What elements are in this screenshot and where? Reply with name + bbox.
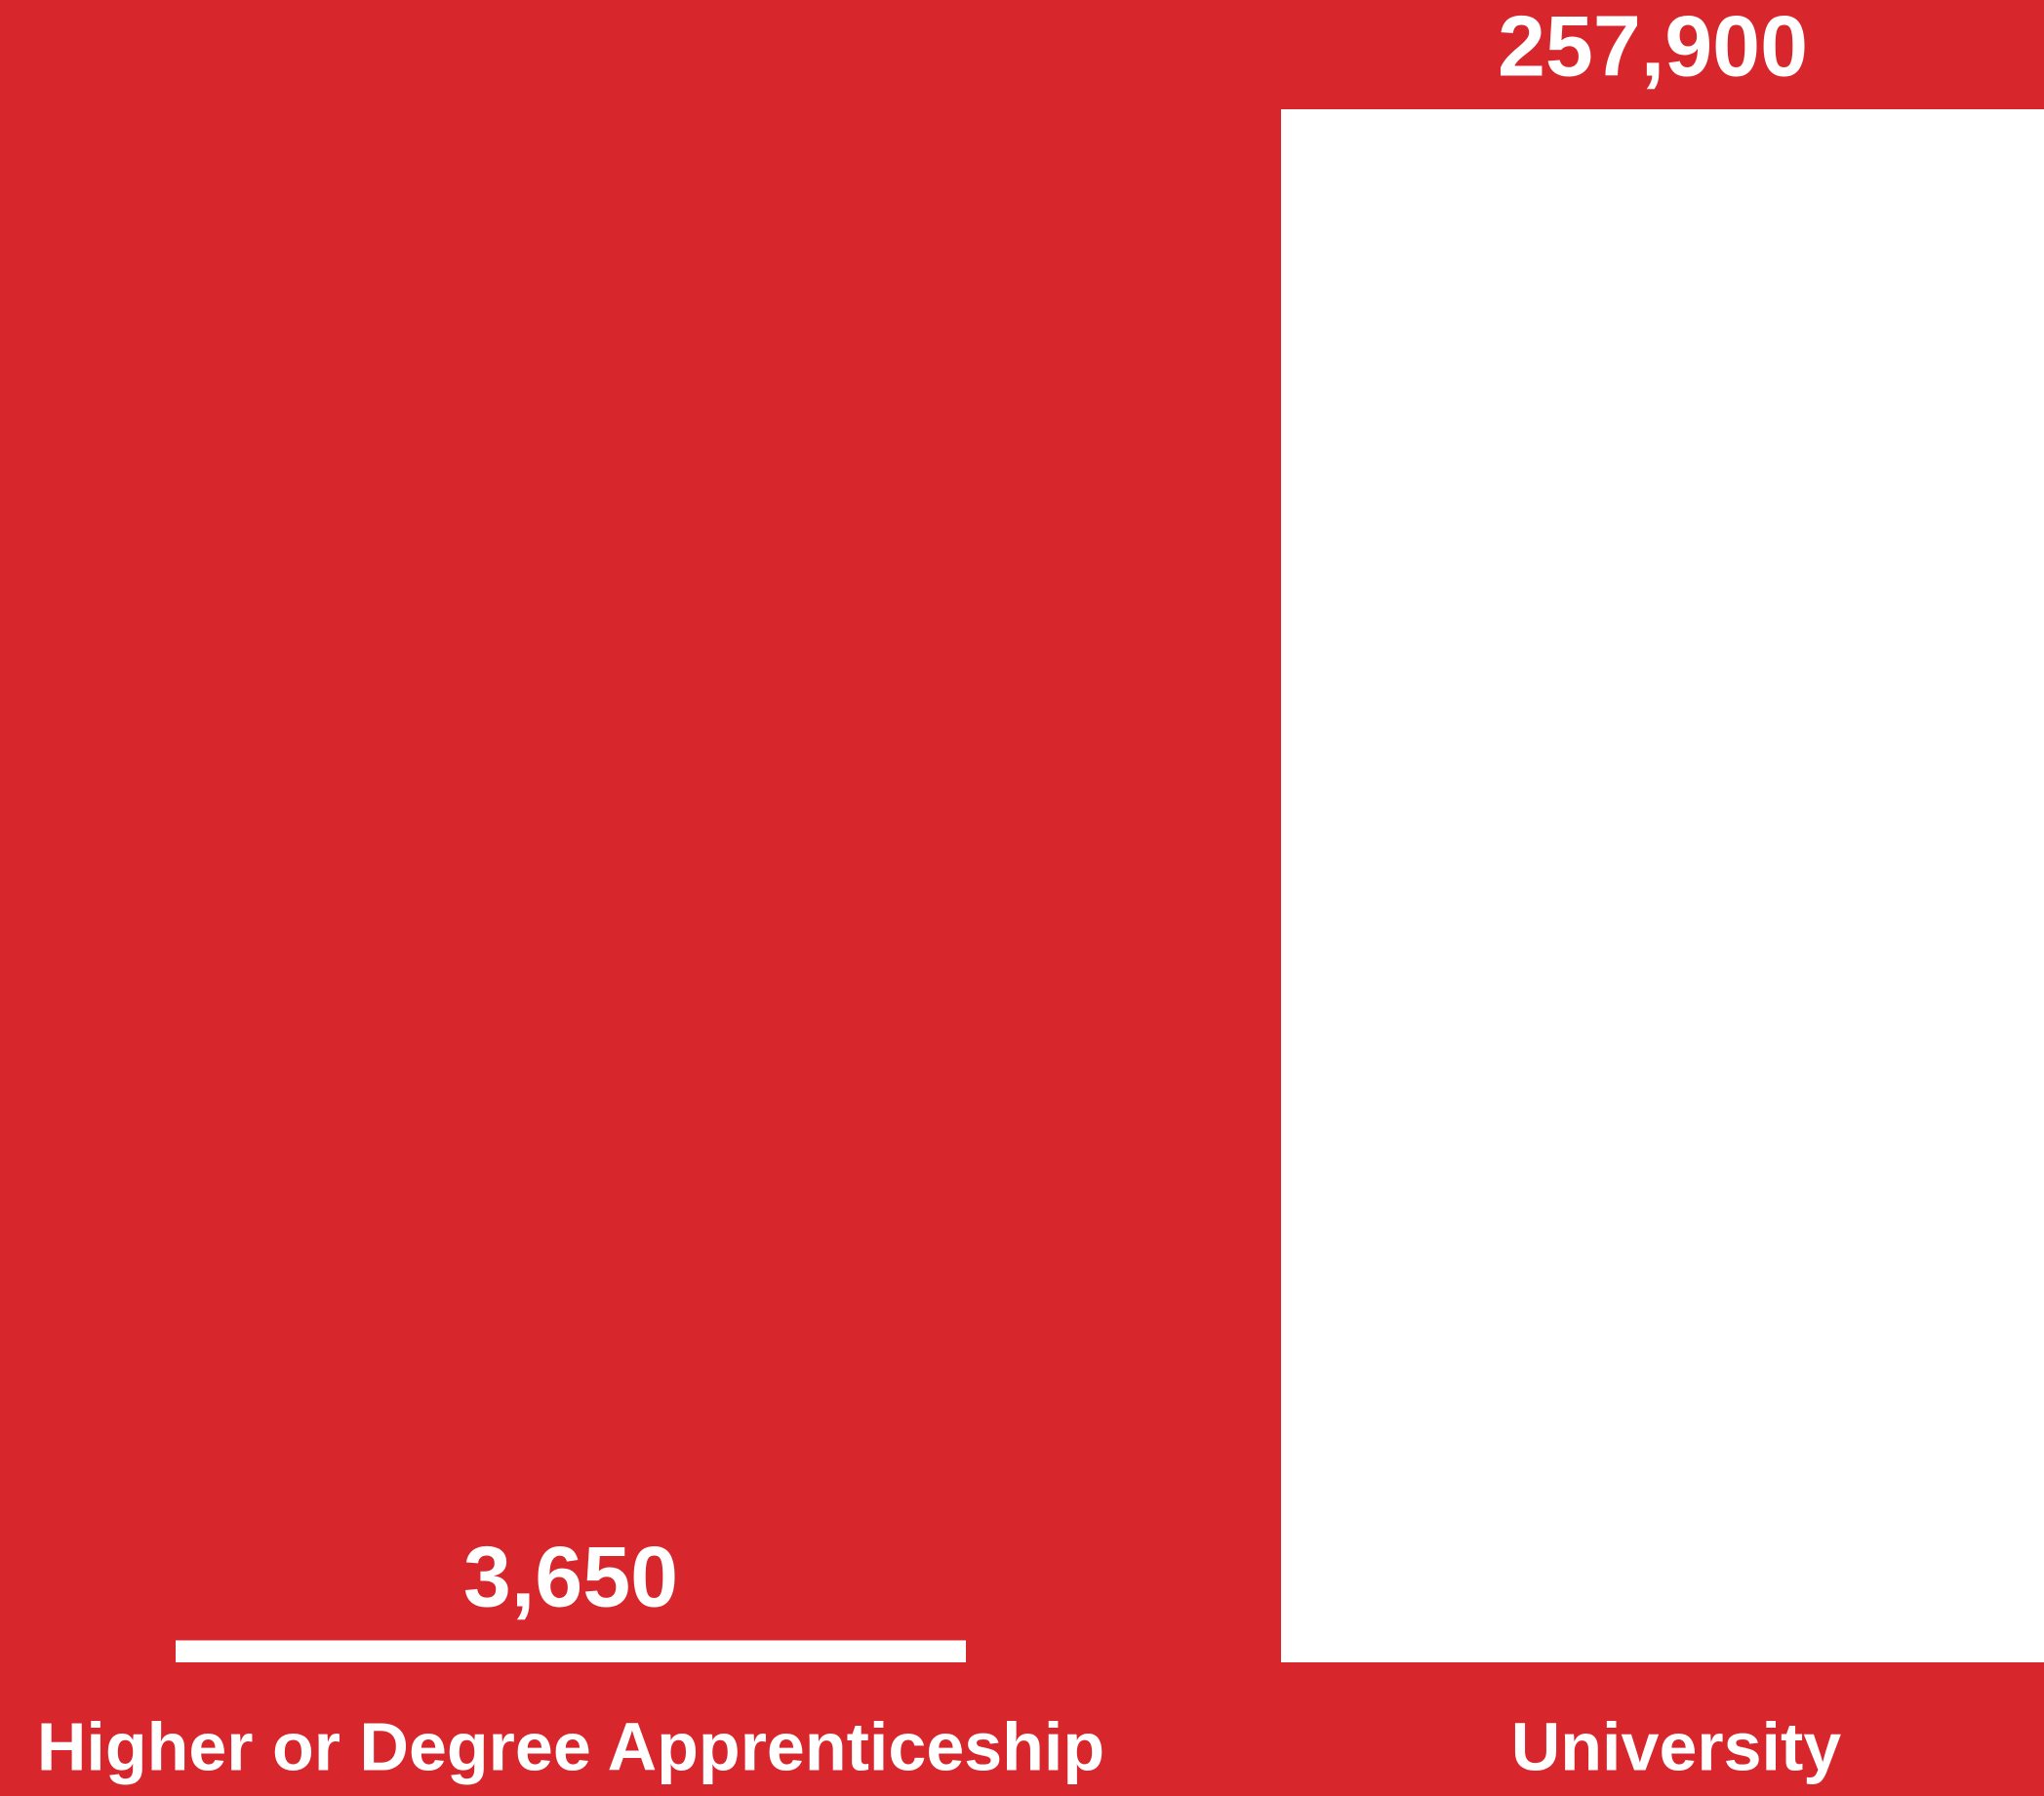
bar bbox=[176, 1640, 966, 1662]
value-label: 3,650 bbox=[463, 1529, 678, 1625]
category-label: University bbox=[1511, 1708, 1842, 1784]
value-label: 257,900 bbox=[1498, 0, 1808, 94]
category-label: Higher or Degree Apprenticeship bbox=[37, 1708, 1104, 1784]
bar bbox=[1281, 109, 2044, 1662]
